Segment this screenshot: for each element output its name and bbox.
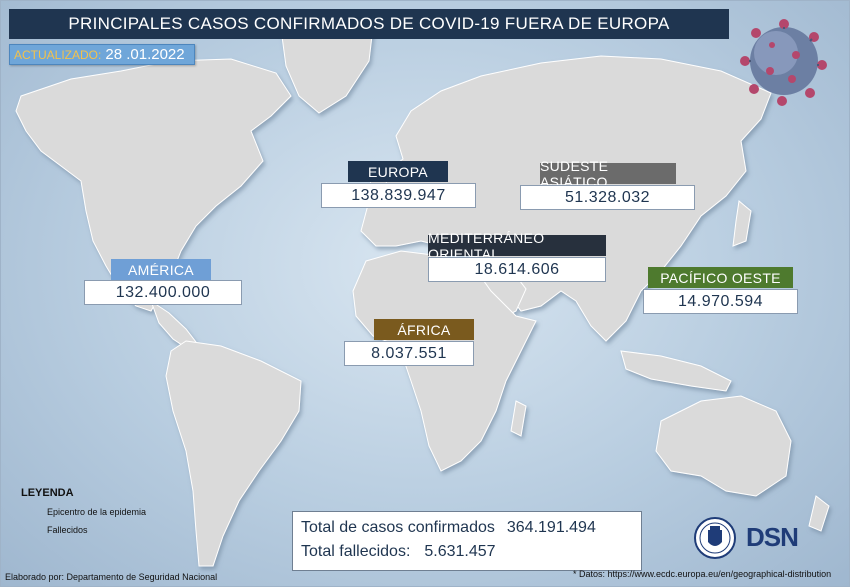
region-label: EUROPA	[348, 161, 448, 182]
south-america	[165, 340, 302, 567]
page-title: PRINCIPALES CASOS CONFIRMADOS DE COVID-1…	[9, 9, 729, 39]
legend: LEYENDA Epicentro de la epidemia Falleci…	[21, 487, 146, 535]
japan	[732, 200, 752, 247]
cases-value: 364.191.494	[506, 519, 596, 536]
indonesia	[620, 350, 732, 392]
region-label: PACÍFICO OESTE	[648, 267, 793, 288]
region-label: MEDITERRÁNEO ORIENTAL	[428, 230, 606, 262]
coronavirus-icon	[740, 19, 827, 106]
legend-heading: LEYENDA	[21, 487, 74, 499]
source-text: * Datos: https://www.ecdc.europa.eu/en/g…	[573, 569, 832, 579]
australia	[655, 395, 792, 497]
deaths-value: 5.631.457	[424, 543, 496, 560]
new-zealand	[808, 495, 830, 532]
region-label: AMÉRICA	[111, 259, 211, 280]
region-value: 132.400.000	[84, 280, 242, 305]
totals-cases-row: Total de casos confirmados 364.191.494	[301, 516, 633, 540]
region-label: SUDESTE ASIÁTICO	[540, 158, 676, 190]
legend-item-fallecidos: Fallecidos	[47, 525, 88, 535]
legend-item-epicentro: Epicentro de la epidemia	[47, 507, 147, 517]
region-value: 14.970.594	[643, 289, 798, 314]
logo-text: DSN	[746, 522, 799, 552]
dsn-logo: DSN	[694, 516, 824, 560]
totals-deaths-row: Total fallecidos: 5.631.457	[301, 540, 633, 564]
region-value: 51.328.032	[520, 185, 695, 210]
coat-of-arms-icon	[694, 517, 736, 559]
cases-label: Total de casos confirmados	[301, 519, 495, 536]
region-value: 18.614.606	[428, 257, 606, 282]
updated-date: 28 .01.2022	[105, 46, 185, 63]
totals-box: Total de casos confirmados 364.191.494 T…	[292, 511, 642, 571]
updated-label: ACTUALIZADO:	[14, 47, 102, 62]
madagascar	[510, 400, 527, 437]
deaths-label: Total fallecidos:	[301, 543, 411, 560]
credit-text: Elaborado por: Departamento de Seguridad…	[5, 572, 218, 582]
region-value: 138.839.947	[321, 183, 476, 208]
region-value: 8.037.551	[344, 341, 474, 366]
region-label: ÁFRICA	[374, 319, 474, 340]
updated-badge: ACTUALIZADO: 28 .01.2022	[9, 44, 195, 65]
